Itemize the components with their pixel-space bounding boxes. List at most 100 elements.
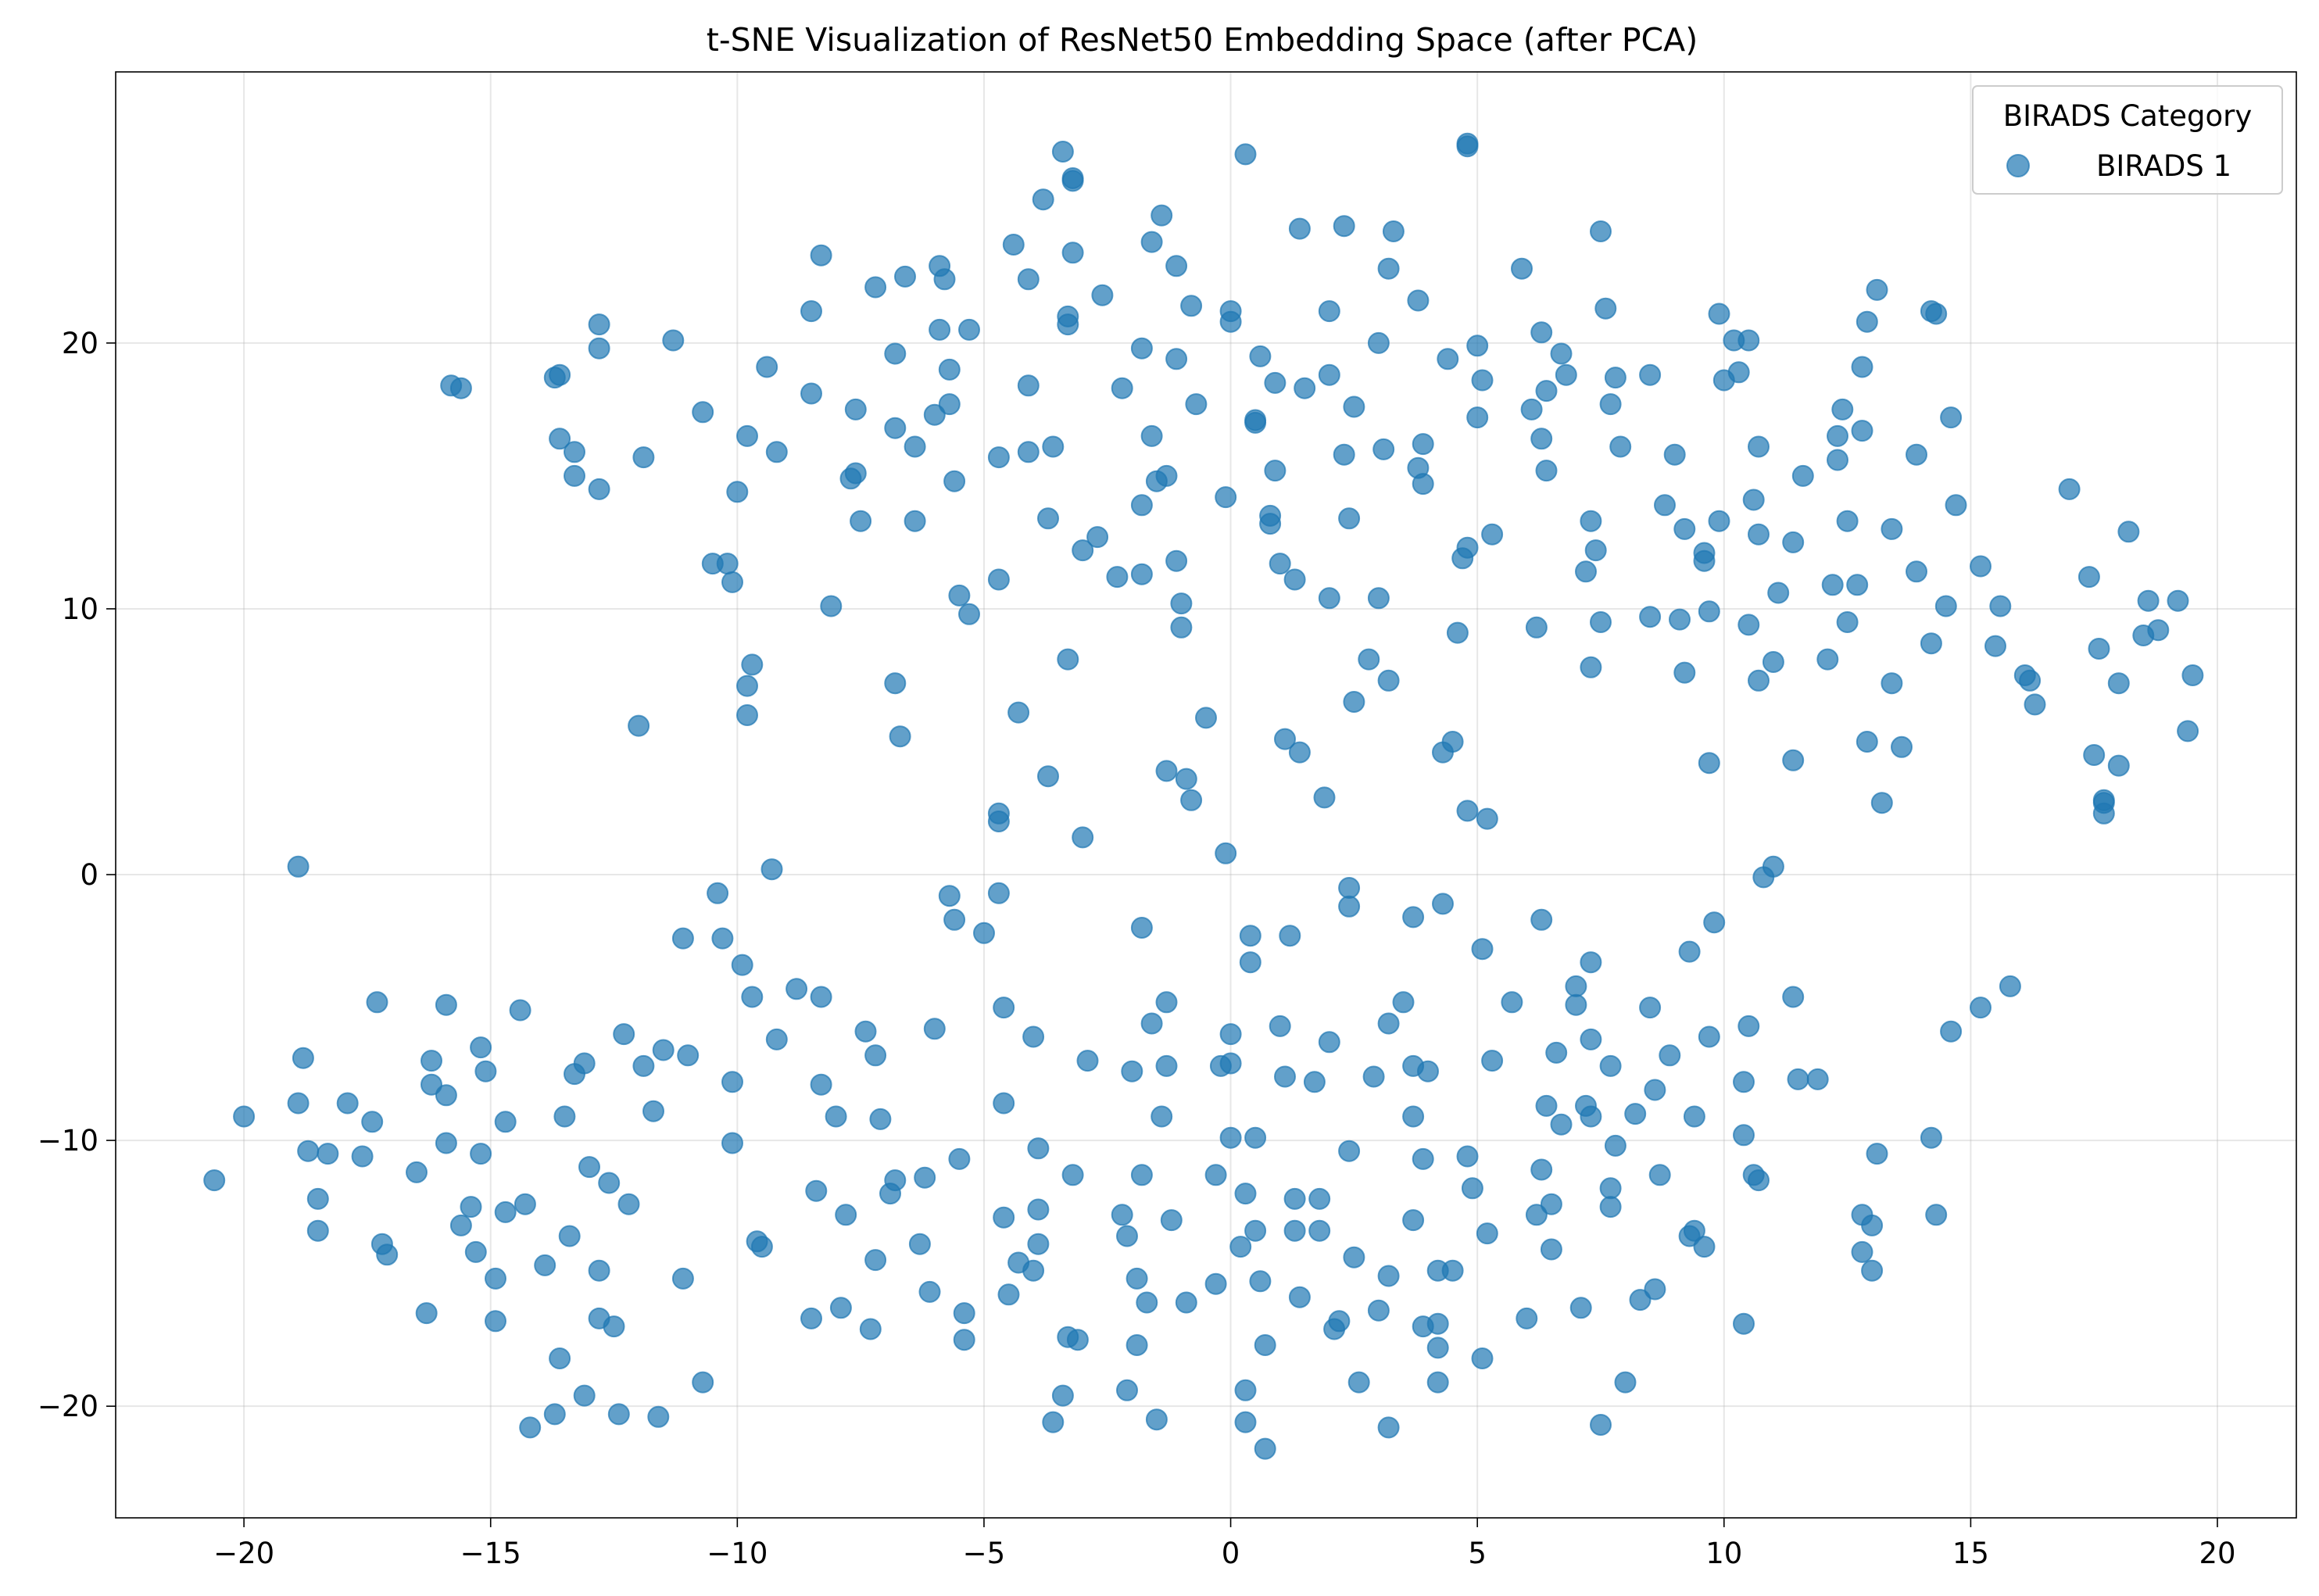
data-point [1535,1094,1558,1117]
data-point [1022,1025,1045,1048]
plot-frame [115,71,2297,1519]
data-point [449,1214,472,1236]
data-point [1827,424,1848,447]
data-point [810,986,832,1008]
data-point [1683,1219,1705,1242]
data-point [1308,1187,1331,1210]
data-point [707,882,729,904]
data-point [1318,363,1340,386]
data-point [854,1020,877,1043]
data-point [1343,395,1365,418]
data-point [923,1018,946,1040]
data-point [1229,1236,1252,1258]
data-point [1254,1437,1276,1460]
data-point [1569,1297,1592,1319]
data-point [1180,789,1203,811]
data-point [1269,1014,1291,1037]
data-point [810,1073,832,1096]
data-point [1377,669,1400,692]
data-point [1051,141,1074,163]
data-point [553,1105,576,1128]
data-point [987,811,1010,832]
data-point [1022,1259,1045,1282]
data-point [549,1347,571,1369]
data-point [549,363,571,386]
y-tick-label: 10 [62,592,98,626]
data-point [844,462,867,485]
data-point [864,276,887,299]
data-point [1283,1187,1306,1210]
data-point [1580,656,1602,678]
data-point [632,446,655,469]
data-point [613,1023,635,1046]
data-point [1925,1204,1948,1226]
data-point [662,329,685,352]
data-point [1426,1371,1449,1394]
data-point [1333,443,1355,466]
data-point [1540,1238,1562,1261]
axes: −20 −15 −10 −5 0 5 10 15 20 −20 −10 0 10 20 [38,327,2236,1570]
data-point [470,1036,492,1059]
data-point [514,1193,536,1215]
data-point [1121,1060,1143,1082]
data-point [756,356,778,378]
data-point [1683,1105,1705,1128]
data-point [1244,1219,1267,1242]
data-point [1511,257,1533,280]
data-point [1072,539,1094,562]
data-point [1654,494,1676,517]
data-point [1866,278,1888,301]
data-point [564,441,585,463]
data-point [958,603,980,625]
data-point [1140,424,1163,447]
data-point [361,1111,384,1133]
data-point [1827,449,1848,471]
data-point [750,1236,773,1258]
data-point [1565,993,1587,1016]
data-point [1516,1307,1538,1329]
data-point [1906,560,1927,583]
data-point [1116,1225,1138,1247]
data-point [1239,925,1261,947]
data-point [1456,1145,1479,1168]
data-point [2077,566,2100,589]
data-point [973,921,995,944]
data-point [765,1028,788,1050]
data-point [948,1147,971,1170]
data-point [835,1204,857,1226]
data-point [1308,1219,1331,1242]
data-point [233,1105,256,1128]
data-point [494,1111,517,1133]
data-point [1748,435,1770,458]
data-point [904,510,926,532]
data-point [741,986,764,1008]
data-point [1733,1312,1755,1335]
data-point [603,1315,625,1338]
data-point [1520,398,1543,420]
data-point [1017,268,1040,291]
data-point [1264,460,1287,482]
data-point [1402,906,1425,929]
data-point [1051,1384,1074,1407]
data-point [1851,356,1873,378]
data-point [1377,257,1400,280]
data-point [1155,760,1178,782]
data-point [1639,606,1662,628]
data-point [1530,428,1553,450]
data-point [1590,1414,1612,1436]
data-point [1644,1278,1666,1301]
data-point [993,1092,1015,1115]
data-point [1165,348,1188,370]
data-point [1476,807,1498,830]
data-point [1580,1028,1602,1050]
data-point [1441,731,1464,753]
data-point [1219,310,1242,333]
data-point [1362,1065,1385,1088]
data-point [1599,1177,1622,1200]
data-point [415,1302,438,1325]
data-point [1042,435,1065,458]
data-point [306,1219,329,1242]
data-point [1170,592,1193,615]
data-point [894,265,916,288]
legend-title: BIRADS Category [2003,99,2253,133]
